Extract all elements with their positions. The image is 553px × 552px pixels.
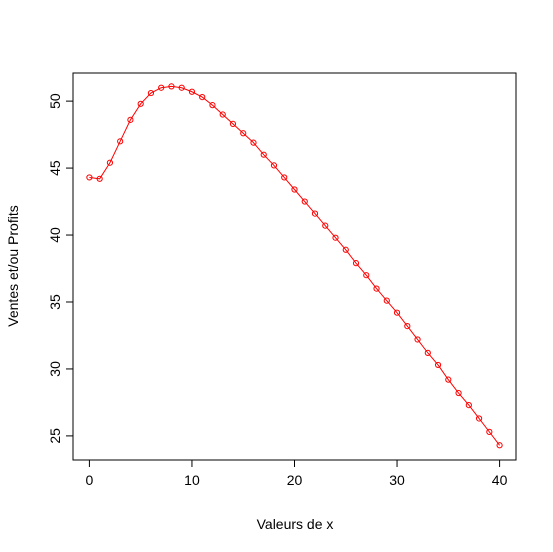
x-tick-label: 10	[184, 472, 200, 488]
data-point	[363, 272, 370, 279]
data-point	[147, 89, 155, 97]
data-point	[270, 162, 278, 169]
data-point	[383, 297, 390, 304]
data-point	[352, 260, 360, 267]
x-axis-label: Valeurs de x	[257, 516, 334, 532]
data-point	[219, 111, 226, 118]
data-point	[188, 88, 196, 95]
plot-frame	[72, 72, 517, 461]
data-point	[199, 94, 206, 101]
data-point	[168, 83, 175, 90]
data-point	[342, 246, 349, 253]
series-line	[89, 85, 500, 446]
data-point	[281, 174, 288, 181]
y-tick-label: 35	[47, 294, 63, 310]
data-point	[496, 442, 503, 449]
data-point	[414, 336, 421, 343]
data-point	[373, 285, 380, 292]
data-point	[404, 322, 411, 330]
data-point	[393, 309, 401, 316]
data-point	[178, 84, 185, 91]
data-point	[486, 428, 493, 435]
x-axis: 0 10 20 30 40	[86, 459, 508, 488]
data-point	[158, 84, 165, 91]
y-tick-label: 30	[47, 361, 63, 377]
y-tick-label: 40	[47, 227, 63, 243]
data-point	[229, 120, 237, 127]
data-point	[465, 401, 472, 409]
y-tick-label: 50	[47, 93, 63, 109]
data-point	[332, 234, 339, 241]
data-point	[209, 102, 216, 109]
y-tick-label: 45	[47, 160, 63, 176]
data-point	[260, 151, 267, 158]
data-point	[311, 210, 319, 217]
data-point	[250, 139, 257, 146]
y-axis-label: Ventes et/ou Profits	[5, 205, 21, 326]
data-point	[106, 159, 114, 166]
y-axis: 25 30 35 40 45 50	[47, 93, 74, 444]
data-point	[137, 100, 144, 107]
x-tick-label: 0	[86, 472, 94, 488]
data-point	[424, 349, 431, 356]
data-point	[434, 361, 442, 369]
x-tick-label: 40	[492, 472, 508, 488]
y-tick-label: 25	[47, 428, 63, 444]
data-point	[322, 222, 329, 229]
data-point	[117, 138, 124, 145]
series-layer	[86, 83, 503, 449]
data-point	[240, 130, 247, 137]
data-point	[127, 116, 134, 123]
data-point	[445, 376, 452, 383]
data-point	[96, 175, 103, 182]
data-point	[475, 415, 483, 422]
data-point	[86, 174, 93, 181]
data-point	[291, 186, 298, 193]
x-tick-label: 30	[389, 472, 405, 488]
data-point	[301, 198, 308, 205]
x-tick-label: 20	[287, 472, 303, 488]
data-point	[455, 389, 462, 397]
